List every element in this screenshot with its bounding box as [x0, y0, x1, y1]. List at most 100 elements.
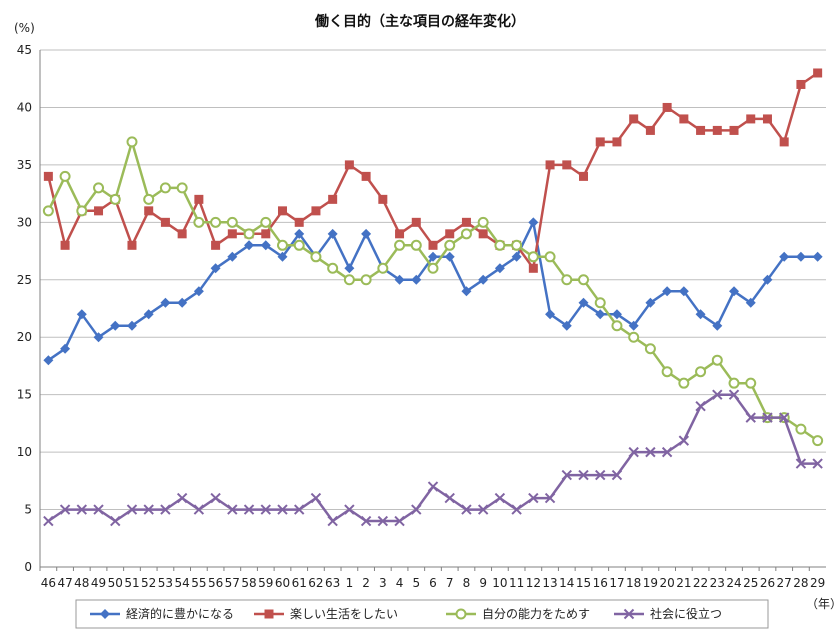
data-point	[260, 216, 272, 228]
data-point	[160, 504, 171, 515]
data-point	[561, 320, 572, 331]
data-point	[812, 458, 823, 469]
x-tick-label: 20	[659, 576, 674, 590]
data-point	[544, 251, 556, 263]
series-group	[42, 68, 824, 527]
data-point	[611, 469, 623, 481]
x-tick-label: 61	[292, 576, 307, 590]
data-point	[126, 320, 137, 331]
data-point	[812, 251, 823, 262]
data-point	[728, 389, 740, 400]
data-point	[661, 366, 673, 378]
data-point	[494, 492, 506, 504]
series-line	[47, 393, 818, 523]
data-point	[328, 194, 338, 204]
x-tick-label: 23	[710, 576, 725, 590]
series-4	[43, 389, 823, 527]
data-point	[427, 262, 439, 274]
data-point	[695, 309, 706, 320]
data-point	[43, 171, 53, 181]
data-point	[478, 229, 488, 239]
data-point	[143, 193, 155, 205]
data-point	[76, 504, 88, 515]
data-point	[762, 274, 773, 285]
x-tick-label: 18	[626, 576, 641, 590]
data-point	[595, 469, 606, 481]
legend-box	[75, 599, 769, 629]
data-point	[395, 229, 405, 239]
data-point	[494, 239, 506, 251]
data-point	[623, 608, 635, 620]
data-point	[662, 286, 673, 297]
data-point	[311, 206, 321, 216]
x-tick-label: 6	[429, 576, 437, 590]
data-point	[226, 216, 238, 228]
data-point	[612, 137, 622, 147]
data-point	[711, 354, 723, 366]
data-point	[243, 228, 255, 240]
x-tick-label: 58	[241, 576, 256, 590]
data-point	[76, 309, 87, 320]
data-point	[696, 125, 706, 135]
x-tick-label: 7	[446, 576, 454, 590]
y-tick-label: 15	[17, 388, 32, 402]
y-tick-labels: 0 5 10 15 20 25 30 35 40 45	[17, 43, 32, 574]
data-point	[779, 251, 790, 262]
data-point	[695, 366, 707, 378]
data-point	[679, 114, 689, 124]
x-tick-label: 11	[509, 576, 524, 590]
data-point	[294, 217, 304, 227]
data-point	[461, 217, 471, 227]
x-tick-label: 19	[643, 576, 658, 590]
data-point	[261, 229, 271, 239]
x-tick-label: 3	[379, 576, 387, 590]
x-tick-label: 13	[542, 576, 557, 590]
data-point	[444, 492, 455, 504]
y-tick-label: 0	[24, 560, 32, 574]
data-point	[243, 504, 255, 515]
data-point	[545, 309, 556, 320]
x-tick-label: 46	[41, 576, 56, 590]
data-point	[361, 171, 371, 181]
data-point	[561, 469, 572, 481]
x-tick-label: 51	[124, 576, 139, 590]
data-point	[478, 274, 489, 285]
data-point	[294, 228, 305, 239]
data-point	[310, 492, 322, 504]
x-tick-label: 2	[362, 576, 370, 590]
gridlines	[40, 49, 826, 511]
x-tick-label: 1	[346, 576, 354, 590]
data-point	[344, 504, 355, 515]
data-point	[327, 228, 338, 239]
x-tick-label: 15	[576, 576, 591, 590]
data-point	[445, 229, 455, 239]
data-point	[93, 332, 104, 343]
data-point	[578, 274, 590, 286]
data-point	[177, 297, 188, 308]
y-tick-label: 20	[17, 330, 32, 344]
x-tick-label: 4	[396, 576, 404, 590]
y-tick-label: 10	[17, 445, 32, 459]
data-point	[394, 274, 405, 285]
legend-label: 自分の能力をためす	[482, 607, 590, 621]
data-point	[344, 160, 354, 170]
data-point	[528, 217, 539, 228]
x-tick-label: 53	[158, 576, 173, 590]
legend-label: 楽しい生活をしたい	[290, 607, 398, 621]
legend-label: 経済的に豊かになる	[126, 606, 234, 621]
data-point	[779, 137, 789, 147]
data-point	[210, 263, 221, 274]
data-point	[160, 297, 171, 308]
x-tick-label: 59	[258, 576, 273, 590]
data-point	[377, 515, 389, 527]
data-point	[745, 377, 757, 389]
data-point	[260, 240, 271, 251]
data-point	[461, 286, 472, 297]
data-point	[796, 79, 806, 89]
data-point	[745, 412, 756, 423]
data-point	[611, 309, 622, 320]
series-line	[47, 71, 819, 270]
data-point	[427, 481, 439, 492]
data-point	[812, 435, 824, 447]
